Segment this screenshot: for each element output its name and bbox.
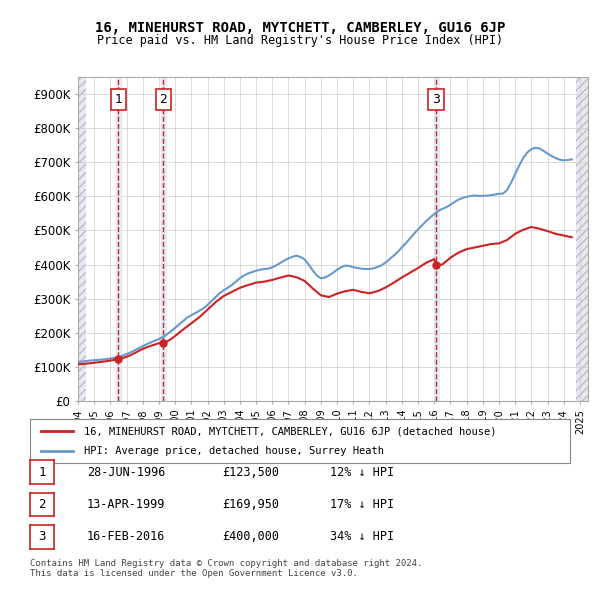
Text: 13-APR-1999: 13-APR-1999 [87,498,166,511]
Text: 3: 3 [432,93,440,106]
Text: 17% ↓ HPI: 17% ↓ HPI [330,498,394,511]
Text: 28-JUN-1996: 28-JUN-1996 [87,466,166,478]
Text: 34% ↓ HPI: 34% ↓ HPI [330,530,394,543]
Text: £123,500: £123,500 [222,466,279,478]
Text: 1: 1 [115,93,122,106]
Text: Price paid vs. HM Land Registry's House Price Index (HPI): Price paid vs. HM Land Registry's House … [97,34,503,47]
Bar [161,77,166,401]
Text: 2: 2 [38,498,46,511]
Text: HPI: Average price, detached house, Surrey Heath: HPI: Average price, detached house, Surr… [84,446,384,455]
Text: £169,950: £169,950 [222,498,279,511]
Text: 16-FEB-2016: 16-FEB-2016 [87,530,166,543]
Text: 2: 2 [160,93,167,106]
Text: 16, MINEHURST ROAD, MYTCHETT, CAMBERLEY, GU16 6JP (detached house): 16, MINEHURST ROAD, MYTCHETT, CAMBERLEY,… [84,427,497,436]
Bar [116,77,121,401]
Text: 1: 1 [38,466,46,478]
Text: £400,000: £400,000 [222,530,279,543]
Text: Contains HM Land Registry data © Crown copyright and database right 2024.
This d: Contains HM Land Registry data © Crown c… [30,559,422,578]
Text: 16, MINEHURST ROAD, MYTCHETT, CAMBERLEY, GU16 6JP: 16, MINEHURST ROAD, MYTCHETT, CAMBERLEY,… [95,21,505,35]
Bar [434,77,439,401]
Text: 3: 3 [38,530,46,543]
Text: 12% ↓ HPI: 12% ↓ HPI [330,466,394,478]
